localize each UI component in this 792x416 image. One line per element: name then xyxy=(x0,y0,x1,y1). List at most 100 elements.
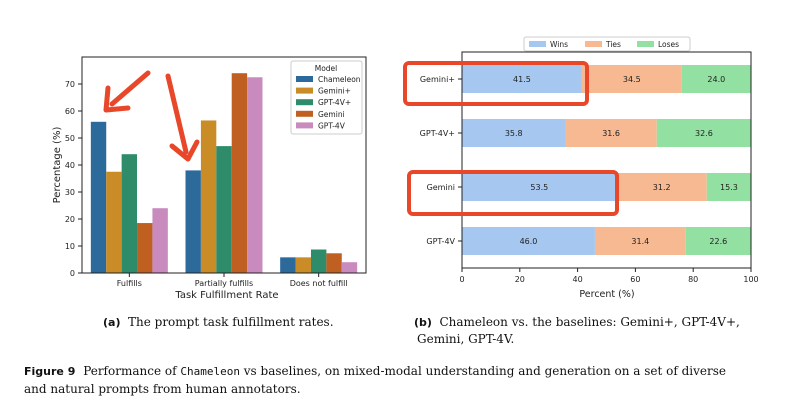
figure-caption-label: Figure 9 xyxy=(24,365,75,378)
subcaption-a: (a) The prompt task fulfillment rates. xyxy=(103,315,334,329)
chart-b-frame xyxy=(461,51,752,269)
legend-label-chameleon: Chameleon xyxy=(318,75,361,84)
legend-swatch-wins xyxy=(529,41,546,47)
data-label-loses-gpt-4v: 22.6 xyxy=(709,237,727,246)
chart-a-y-axis-label: Percentage (%) xyxy=(52,127,63,204)
bar-loses-gemini-plus xyxy=(681,65,751,93)
data-label-ties-gemini: 31.2 xyxy=(653,183,671,192)
bar-wins-gpt-4v-plus xyxy=(462,119,566,147)
figure-caption-text-line2: and natural prompts from human annotator… xyxy=(24,382,301,396)
bar-loses-gpt-4v xyxy=(685,227,751,255)
chart-a-x-axis-label: Task Fulfillment Rate xyxy=(174,290,278,301)
subcaption-a-label: (a) xyxy=(103,316,120,329)
data-label-loses-gemini: 15.3 xyxy=(720,183,738,192)
chart-b-x-tick-label: 80 xyxy=(688,275,698,284)
highlight-box-gemini-plus xyxy=(403,61,589,106)
legend-label-gemini: Gemini xyxy=(318,110,345,119)
legend-label-gpt-4v-plus: GPT-4V+ xyxy=(318,98,351,107)
bar-gemini-plus-partially-fulfills xyxy=(200,120,217,273)
svg-text:(b) Chameleon vs. the ba: (b) Chameleon vs. the baselines: Gemini+… xyxy=(414,315,740,329)
data-label-wins-gemini-plus: 41.5 xyxy=(513,75,531,84)
bar-wins-gemini xyxy=(462,173,617,201)
legend-swatch-chameleon xyxy=(296,76,313,82)
win-tie-lose-chart: 41.5 34.5 24.0 35.8 31.6 32.6 53.5 31.2 15.3 46.0… xyxy=(403,36,759,300)
highlight-box-gemini xyxy=(407,170,619,216)
legend-swatch-gpt-4v xyxy=(296,122,313,129)
chart-a-x-tick-label: Fulfills xyxy=(117,279,142,288)
legend-label-gpt-4v: GPT-4V xyxy=(318,121,346,130)
bar-wins-gpt-4v xyxy=(462,227,595,255)
subcaption-a-text: The prompt task fulfillment rates. xyxy=(128,315,334,329)
chart-a-y-tick-label: 40 xyxy=(65,161,75,170)
bar-gpt-4v-does-not-fulfill xyxy=(341,262,358,273)
bar-chameleon-partially-fulfills xyxy=(185,170,201,273)
bar-gemini-partially-fulfills xyxy=(231,73,248,273)
red-arrow-partially-fulfills xyxy=(165,73,200,162)
figure-caption-text-line1-post: vs baselines, on mixed-modal understandi… xyxy=(243,364,726,378)
bar-loses-gemini xyxy=(706,173,751,201)
bar-ties-gemini-plus xyxy=(581,65,682,93)
legend-swatch-loses xyxy=(637,41,654,47)
data-label-wins-gemini: 53.5 xyxy=(530,183,548,192)
subcaption-b-label: (b) xyxy=(414,316,432,329)
bar-gpt-4v-plus-does-not-fulfill xyxy=(310,249,327,273)
chart-a-y-tick-label: 60 xyxy=(65,107,75,116)
chart-b-x-axis-label: Percent (%) xyxy=(579,289,634,300)
legend-swatch-gpt-4v-plus xyxy=(296,99,313,106)
figure-caption: Figure 9 Performance of Chameleon vs bas… xyxy=(24,364,726,396)
bar-loses-gpt-4v-plus xyxy=(656,119,751,147)
legend-swatch-gemini xyxy=(296,110,313,117)
chart-b-legend-box xyxy=(523,36,691,52)
legend-label-gemini-plus: Gemini+ xyxy=(318,87,351,96)
figure-caption-text-pre: Performance of xyxy=(83,364,180,378)
legend-swatch-gemini-plus xyxy=(296,87,313,94)
bar-gemini-does-not-fulfill xyxy=(326,253,342,273)
bar-chameleon-fulfills xyxy=(90,121,107,273)
data-label-wins-gpt-4v-plus: 35.8 xyxy=(505,129,523,138)
chart-b-y-tick-label: Gemini xyxy=(427,183,455,192)
chart-b-y-tick-label: GPT-4V+ xyxy=(420,129,455,138)
bar-gemini-plus-does-not-fulfill xyxy=(295,257,311,273)
subcaption-b-text-line2: Gemini, GPT-4V. xyxy=(417,332,514,346)
chart-b-y-tick-label: GPT-4V xyxy=(426,237,455,246)
data-label-ties-gemini-plus: 34.5 xyxy=(623,75,641,84)
figure-caption-code: Chameleon xyxy=(180,365,240,378)
bar-gemini-fulfills xyxy=(137,223,153,273)
chart-b-x-tick-label: 60 xyxy=(630,275,640,284)
red-arrow-fulfills xyxy=(103,70,151,113)
bar-gpt-4v-plus-partially-fulfills xyxy=(216,146,232,273)
bar-chameleon-does-not-fulfill xyxy=(280,257,296,273)
data-label-ties-gpt-4v: 31.4 xyxy=(631,237,649,246)
chart-a-x-tick-label: Does not fulfill xyxy=(290,279,348,288)
data-label-ties-gpt-4v-plus: 31.6 xyxy=(602,129,620,138)
data-label-loses-gpt-4v-plus: 32.6 xyxy=(695,129,713,138)
chart-b-x-tick-label: 100 xyxy=(743,275,758,284)
bar-wins-gemini-plus xyxy=(462,65,582,93)
chart-a-y-tick-label: 70 xyxy=(65,80,75,89)
chart-a-x-tick-label: Partially fulfills xyxy=(195,279,253,288)
chart-b-x-tick-label: 20 xyxy=(515,275,525,284)
bar-ties-gpt-4v xyxy=(594,227,686,255)
bar-gemini-plus-fulfills xyxy=(106,171,122,273)
legend-swatch-ties xyxy=(585,41,602,47)
chart-a-y-tick-label: 50 xyxy=(65,134,75,143)
subcaption-b: (b) Chameleon vs. the baselines: Gemini+… xyxy=(414,315,740,346)
bar-gpt-4v-partially-fulfills xyxy=(247,77,263,273)
legend-label-loses: Loses xyxy=(658,40,679,49)
chart-a-y-tick-label: 0 xyxy=(70,269,75,278)
bar-ties-gpt-4v-plus xyxy=(565,119,657,147)
chart-a-legend-title: Model xyxy=(315,64,338,73)
chart-b-x-tick-label: 0 xyxy=(459,275,464,284)
chart-a-y-tick-label: 10 xyxy=(65,242,75,251)
chart-a-y-tick-label: 20 xyxy=(65,215,75,224)
data-label-wins-gpt-4v: 46.0 xyxy=(520,237,538,246)
svg-text:(a) The prompt task fulf: (a) The prompt task fulfillment rates. xyxy=(103,315,334,329)
task-fulfillment-chart: 0 10 20 30 40 50 60 70 Fulfills Partially fulfil… xyxy=(52,56,367,301)
bar-ties-gemini xyxy=(616,173,707,201)
chart-b-x-tick-label: 40 xyxy=(573,275,583,284)
subcaption-b-text-line1: Chameleon vs. the baselines: Gemini+, GP… xyxy=(439,315,739,329)
chart-b-y-tick-label: Gemini+ xyxy=(420,75,455,84)
chart-a-legend: Model Chameleon Gemini+ GPT-4V+ Gemini GPT-4… xyxy=(290,60,363,135)
chart-b-legend: Wins Ties Loses xyxy=(523,36,691,52)
